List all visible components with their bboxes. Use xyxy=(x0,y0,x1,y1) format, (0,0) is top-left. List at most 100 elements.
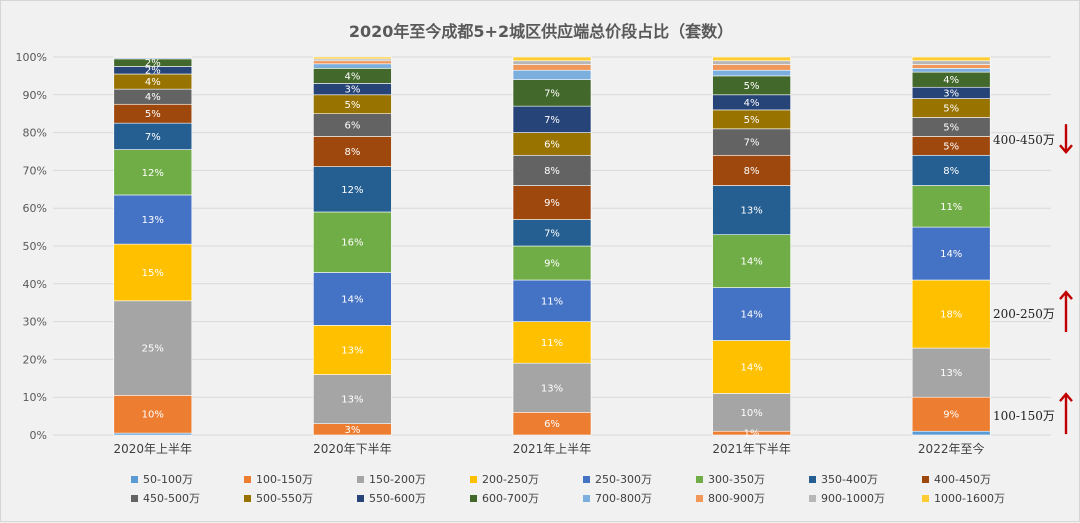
bar-segment xyxy=(512,79,592,107)
legend-label: 350-400万 xyxy=(821,473,878,486)
bar-segment xyxy=(712,128,791,156)
y-tick-label: 50% xyxy=(23,240,47,253)
legend-label: 700-800万 xyxy=(595,492,652,505)
bar-segment xyxy=(512,362,592,413)
data-label: 2% xyxy=(145,66,161,77)
data-label: 12% xyxy=(142,168,164,179)
legend-label: 500-550万 xyxy=(256,492,313,505)
data-label: 5% xyxy=(145,109,161,120)
bar-segment xyxy=(113,395,193,434)
bar-segment xyxy=(911,64,991,69)
legend-swatch xyxy=(696,476,703,483)
legend-label: 400-450万 xyxy=(934,473,991,486)
legend-swatch xyxy=(470,476,477,483)
bar-segment xyxy=(512,69,592,80)
bar-segment xyxy=(911,430,991,436)
x-axis-categories: 2020年上半年 2020年下半年 2021年上半年 2021年下半年 2022年至今 xyxy=(114,441,985,456)
data-label: 5% xyxy=(744,115,760,126)
legend-label: 600-700万 xyxy=(482,492,539,505)
data-label: 14% xyxy=(740,362,762,373)
data-label: 11% xyxy=(541,338,563,349)
data-label: 14% xyxy=(740,310,762,321)
bar-segment xyxy=(512,245,592,281)
bar-segment xyxy=(911,226,991,281)
chart-title: 2020年至今成都5+2城区供应端总价段占比（套数） xyxy=(349,22,733,41)
legend-item: 400-450万 xyxy=(922,473,991,486)
bar-segment xyxy=(313,166,392,213)
legend-item: 1000-1600万 xyxy=(922,492,1005,505)
data-label: 13% xyxy=(341,345,363,356)
legend-item: 100-150万 xyxy=(244,473,313,486)
data-label: 3% xyxy=(344,425,360,436)
bar-segment xyxy=(911,56,991,62)
bar-segment xyxy=(512,279,592,322)
legend-item: 600-700万 xyxy=(470,492,539,505)
data-label: 6% xyxy=(544,139,560,150)
x-category-label: 2020年上半年 xyxy=(114,442,193,456)
data-label: 3% xyxy=(943,88,959,99)
data-label: 11% xyxy=(940,202,962,213)
bar-segment xyxy=(313,374,392,424)
legend-label: 250-300万 xyxy=(595,473,652,486)
legend-item: 200-250万 xyxy=(470,473,539,486)
arrow-down-icon xyxy=(1059,124,1073,155)
bar-segment xyxy=(512,64,592,71)
y-tick-label: 80% xyxy=(23,127,47,140)
legend-swatch xyxy=(357,495,364,502)
data-label: 8% xyxy=(943,166,959,177)
data-label: 14% xyxy=(940,249,962,260)
y-tick-label: 60% xyxy=(23,202,47,215)
bar-segment xyxy=(712,393,791,432)
data-label: 14% xyxy=(341,294,363,305)
legend-swatch xyxy=(809,495,816,502)
bar-segment xyxy=(313,272,392,326)
data-label: 10% xyxy=(142,410,164,421)
legend-item: 150-200万 xyxy=(357,473,426,486)
data-label: 7% xyxy=(145,132,161,143)
x-category-label: 2022年至今 xyxy=(918,441,985,456)
legend-label: 50-100万 xyxy=(143,473,193,486)
data-label: 7% xyxy=(544,115,560,126)
bar-segment xyxy=(113,300,193,396)
legend: 50-100万 100-150万 150-200万 200-250万 250-300万 3… xyxy=(131,473,1005,505)
bar-segment xyxy=(313,63,392,69)
data-label: 5% xyxy=(744,81,760,92)
bar-segment xyxy=(712,64,791,71)
y-tick-label: 100% xyxy=(16,51,47,64)
y-tick-label: 10% xyxy=(23,391,47,404)
data-label: 14% xyxy=(740,257,762,268)
bar-segment xyxy=(512,154,592,186)
y-tick-label: 90% xyxy=(23,89,47,102)
data-label: 8% xyxy=(544,166,560,177)
data-label: 6% xyxy=(544,419,560,430)
data-label: 5% xyxy=(943,122,959,133)
data-label: 13% xyxy=(142,215,164,226)
data-label: 5% xyxy=(344,100,360,111)
bar-segment xyxy=(911,279,991,349)
legend-item: 800-900万 xyxy=(696,492,765,505)
y-tick-label: 0% xyxy=(30,429,47,442)
legend-item: 250-300万 xyxy=(583,473,652,486)
data-label: 5% xyxy=(943,104,959,115)
legend-item: 350-400万 xyxy=(809,473,878,486)
legend-item: 900-1000万 xyxy=(809,492,885,505)
bars-group xyxy=(113,56,991,436)
data-label: 6% xyxy=(344,121,360,132)
data-label: 9% xyxy=(544,259,560,270)
data-label: 10% xyxy=(740,408,762,419)
bar-segment xyxy=(712,154,791,186)
legend-label: 550-600万 xyxy=(369,492,426,505)
bar-segment xyxy=(911,68,991,73)
legend-swatch xyxy=(470,495,477,502)
bar-segment xyxy=(512,321,592,364)
y-tick-label: 40% xyxy=(23,278,47,291)
legend-item: 450-500万 xyxy=(131,492,200,505)
bar-segment xyxy=(512,105,592,133)
data-label: 4% xyxy=(344,71,360,82)
legend-swatch xyxy=(131,476,138,483)
bar-segment xyxy=(113,243,193,302)
data-label: 7% xyxy=(544,228,560,239)
legend-label: 450-500万 xyxy=(143,492,200,505)
legend-label: 800-900万 xyxy=(708,492,765,505)
bar-segment xyxy=(712,185,791,235)
